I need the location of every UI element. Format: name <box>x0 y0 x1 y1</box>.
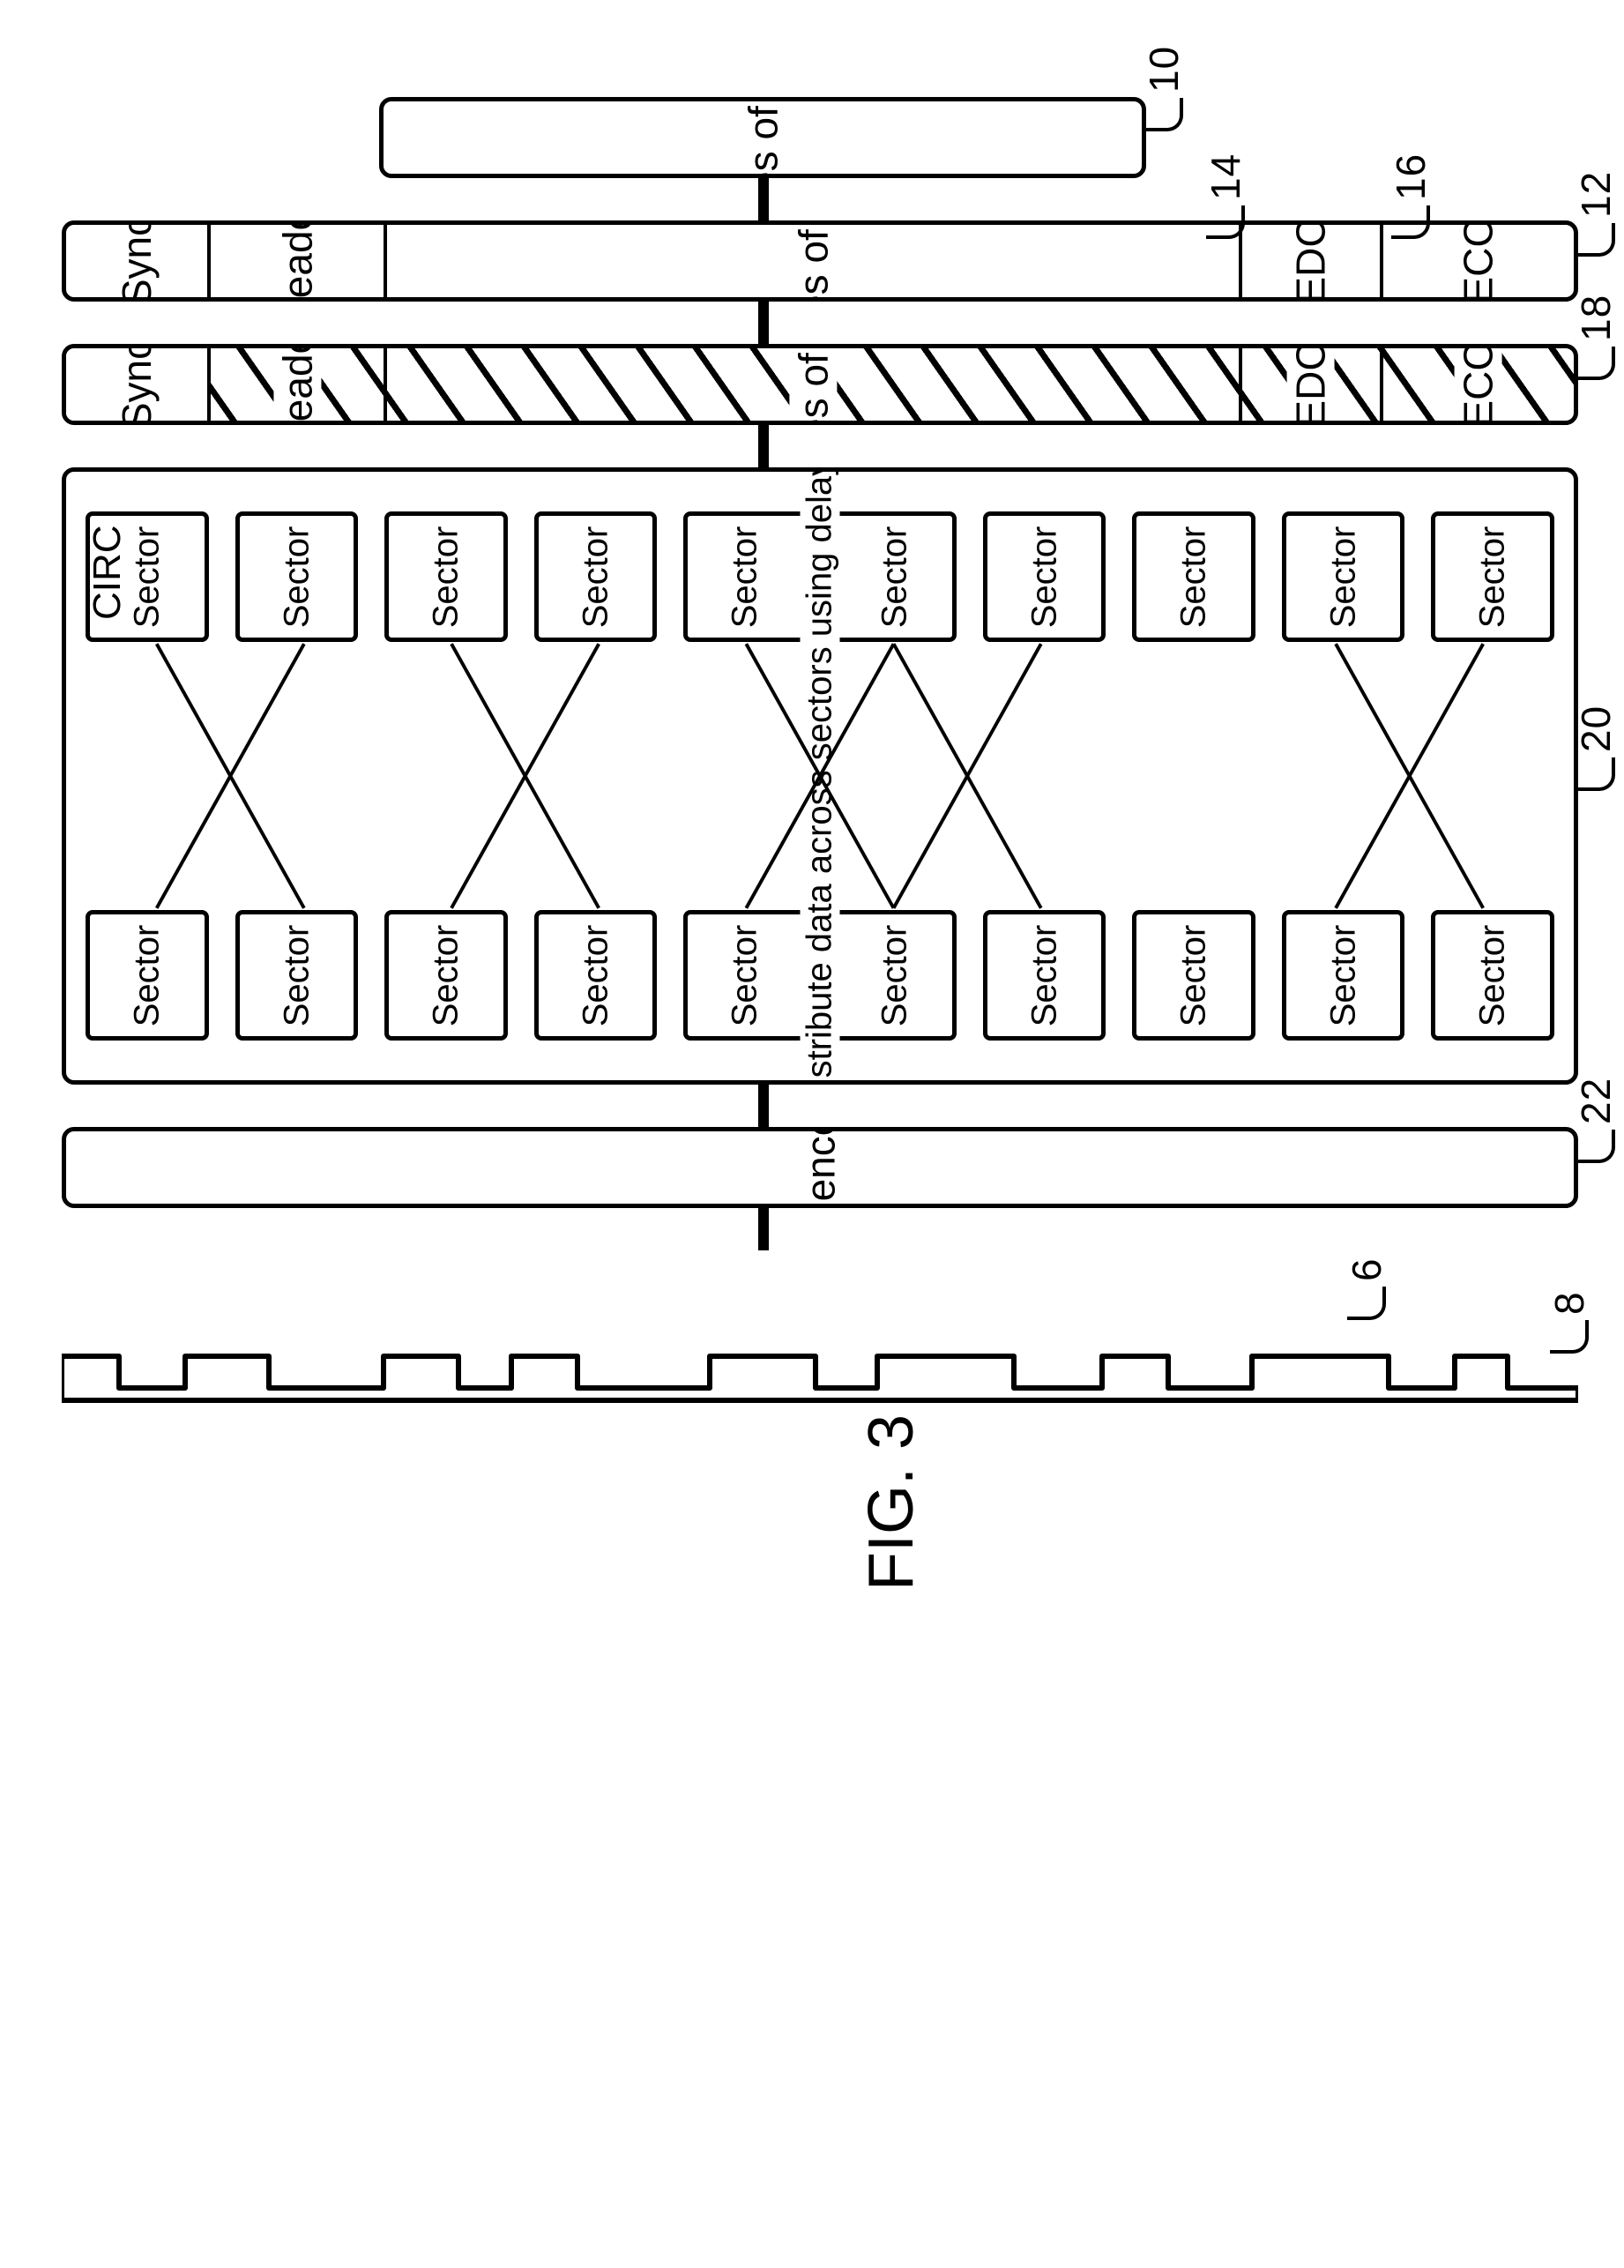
pits-ref-land: 6 <box>1343 1257 1390 1281</box>
circ-label: CIRC <box>86 525 130 620</box>
stage3-ref: 18 <box>1572 295 1620 341</box>
sector-box: Sector <box>1431 511 1554 642</box>
sector-box: Sector <box>384 910 508 1041</box>
sector-box: Sector <box>983 910 1106 1041</box>
sector-label: Sector <box>1473 526 1513 628</box>
sector-label: Sector <box>1173 924 1213 1026</box>
leader-hook <box>1576 347 1615 380</box>
sector-box: Sector <box>1282 511 1405 642</box>
connector-1 <box>758 178 769 220</box>
sector-label: Sector <box>426 526 466 628</box>
sector-label: Sector <box>127 526 167 628</box>
circ-panel: Sector Sector Sector Sector Sector Sector Sect… <box>62 467 1578 1085</box>
stage2-sync: Sync <box>113 220 160 302</box>
efm-ref: 22 <box>1572 1078 1620 1124</box>
sector-box: Sector <box>1132 511 1255 642</box>
stage3-user: 2048 bytes of user data <box>789 344 837 425</box>
sector-label: Sector <box>277 924 317 1026</box>
sector-box: Sector <box>683 910 807 1041</box>
stage2-ecc-ref: 16 <box>1387 153 1434 200</box>
leader-hook <box>1550 1320 1589 1354</box>
sector-label: Sector <box>127 924 167 1026</box>
sector-label: Sector <box>1173 526 1213 628</box>
stage2-edc: EDC <box>1287 220 1335 302</box>
pits-holder: 6 8 <box>62 1300 1578 1406</box>
sector-box: Sector <box>1132 910 1255 1041</box>
connector-5 <box>758 1208 769 1250</box>
sector-box: Sector <box>86 910 209 1041</box>
sector-label: Sector <box>1024 924 1064 1026</box>
efm-panel: EFM encoding <box>62 1127 1578 1208</box>
sector-box: Sector <box>833 910 957 1041</box>
sector-label: Sector <box>726 924 765 1026</box>
sector-box: Sector <box>534 910 658 1041</box>
sector-label: Sector <box>1323 526 1363 628</box>
stage3-header: Header <box>273 344 321 425</box>
sector-label: Sector <box>1323 924 1363 1026</box>
connector-2 <box>758 302 769 344</box>
sector-label: Sector <box>1473 924 1513 1026</box>
sector-label: Sector <box>875 526 914 628</box>
stage1-ref: 10 <box>1140 46 1188 93</box>
sector-label: Sector <box>726 526 765 628</box>
leader-hook <box>1576 757 1615 791</box>
stage2-header: Header <box>273 220 321 302</box>
stage3-ecc: ECC <box>1455 344 1502 425</box>
stage3-panel: Sync Header 2048 bytes of user data EDC … <box>62 344 1578 425</box>
stage3-sync: Sync <box>113 344 160 425</box>
sector-label: Sector <box>426 924 466 1026</box>
connector-4 <box>758 1085 769 1127</box>
pits-ref-pit: 8 <box>1546 1291 1593 1315</box>
stage3-edc: EDC <box>1287 344 1335 425</box>
stage2-edc-ref: 14 <box>1202 153 1249 200</box>
diagram-stage: 2048 bytes of user data 10 Sync Header 2… <box>62 97 1578 1600</box>
stage1-panel: 2048 bytes of user data <box>379 97 1146 178</box>
sector-box: Sector <box>235 910 359 1041</box>
sector-label: Sector <box>1024 526 1064 628</box>
sector-label: Sector <box>875 924 914 1026</box>
leader-hook <box>1576 223 1615 257</box>
sector-label: Sector <box>576 924 615 1026</box>
leader-hook <box>1576 1130 1615 1163</box>
sector-box: Sector <box>683 511 807 642</box>
stage1-text: 2048 bytes of user data <box>739 97 786 178</box>
leader-hook <box>1144 98 1183 131</box>
sector-box: Sector <box>384 511 508 642</box>
connector-3 <box>758 425 769 467</box>
leader-hook <box>1347 1287 1386 1320</box>
sector-label: Sector <box>277 526 317 628</box>
sector-box: Sector <box>983 511 1106 642</box>
efm-label: EFM encoding <box>796 1127 844 1208</box>
sector-box: Sector <box>1431 910 1554 1041</box>
sector-box: Sector <box>1282 910 1405 1041</box>
stage2-ref: 12 <box>1572 171 1620 218</box>
sector-box: Sector <box>833 511 957 642</box>
stage2-panel: Sync Header 2048 bytes of user data EDC … <box>62 220 1578 302</box>
stage2-user: 2048 bytes of user data <box>789 220 837 302</box>
figure-label: FIG. 3 <box>855 1414 927 1591</box>
stage2-ecc: ECC <box>1455 220 1502 302</box>
circ-mid-text: Distribute data across sectors using del… <box>801 467 840 1085</box>
sector-label: Sector <box>576 526 615 628</box>
circ-ref: 20 <box>1572 705 1620 752</box>
sector-box: Sector <box>235 511 359 642</box>
sector-box: Sector <box>534 511 658 642</box>
